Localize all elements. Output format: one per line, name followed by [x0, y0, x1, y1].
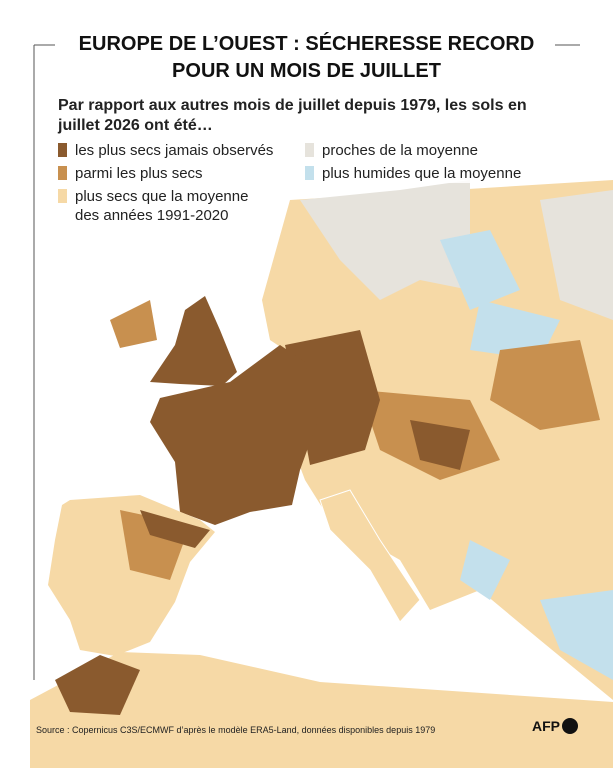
legend-swatch — [58, 189, 67, 203]
logo-text: AFP — [532, 718, 560, 734]
legend-item: plus humides que la moyenne — [305, 164, 555, 183]
legend-item: proches de la moyenne — [305, 141, 555, 160]
legend-swatch — [305, 166, 314, 180]
land — [540, 190, 613, 320]
legend-item: les plus secs jamais observés — [58, 141, 288, 160]
subtitle: Par rapport aux autres mois de juillet d… — [58, 97, 527, 134]
land — [440, 230, 520, 310]
source: Source : Copernicus C3S/ECMWF d’après le… — [36, 725, 436, 735]
legend-swatch — [58, 143, 67, 157]
land — [55, 655, 140, 715]
legend-swatch — [305, 143, 314, 157]
land — [300, 180, 470, 300]
logo-dot — [562, 718, 578, 734]
land — [30, 652, 613, 768]
land — [490, 340, 600, 430]
legend-label: les plus secs jamais observés — [75, 142, 274, 159]
legend-label: proches de la moyenne — [322, 142, 478, 159]
land — [470, 300, 560, 360]
land — [140, 510, 210, 548]
land — [110, 300, 157, 348]
land — [410, 420, 470, 470]
legend-label: plus secs que la moyenne des années 1991… — [75, 188, 249, 224]
land — [150, 296, 237, 386]
legend-swatch — [58, 166, 67, 180]
land — [150, 345, 318, 525]
land — [540, 590, 613, 680]
logo: AFP — [532, 718, 578, 734]
land — [319, 489, 421, 623]
title: POUR UN MOIS DE JUILLET — [172, 60, 441, 82]
legend-item: parmi les plus secs — [58, 164, 288, 183]
legend-label: parmi les plus secs — [75, 165, 203, 182]
legend-item: plus secs que la moyenne des années 1991… — [58, 187, 268, 225]
legend-label: plus humides que la moyenne — [322, 165, 522, 182]
title: EUROPE DE L’OUEST : SÉCHERESSE RECORD — [78, 33, 535, 55]
land — [460, 540, 510, 600]
